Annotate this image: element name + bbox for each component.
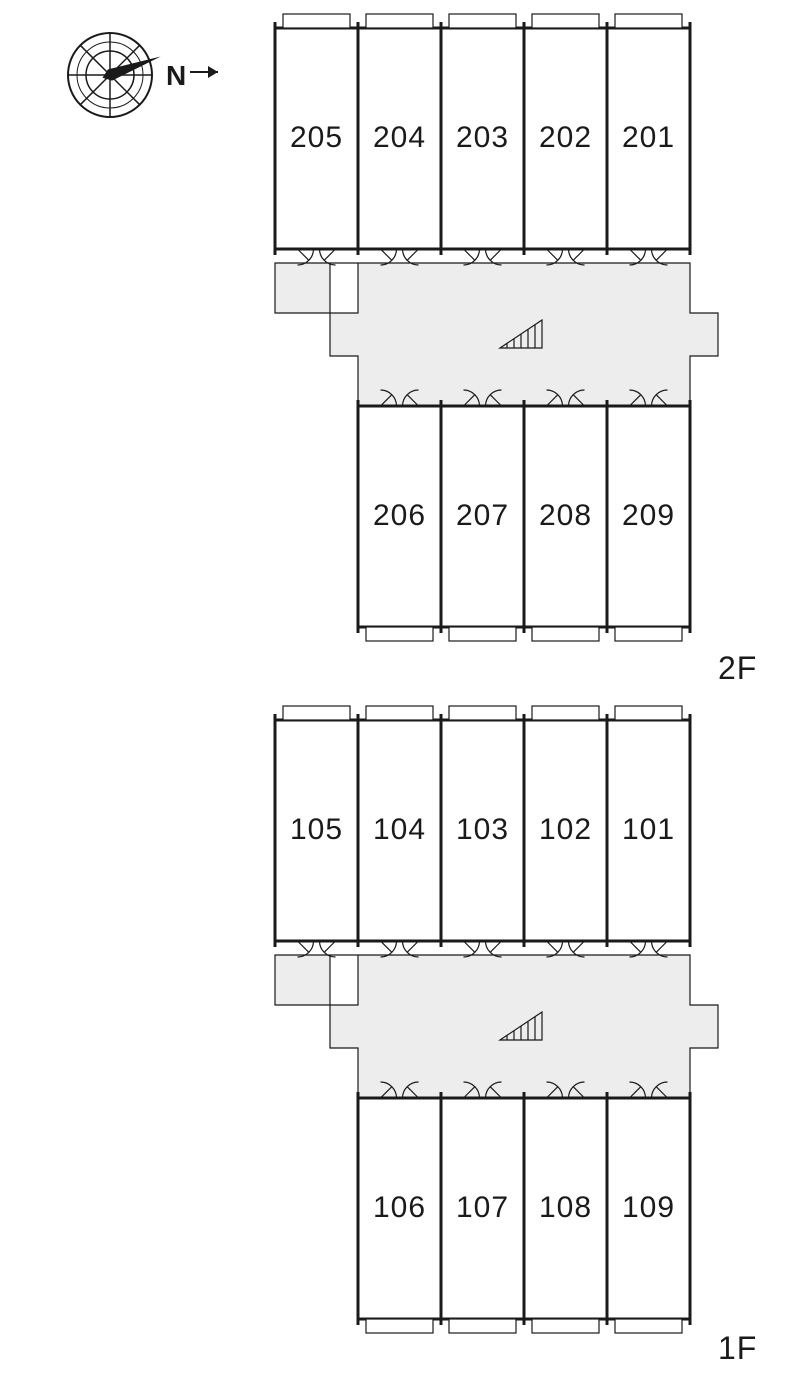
- unit-201: 201: [607, 121, 690, 155]
- floor-label-2f: 2F: [718, 650, 757, 687]
- unit-103: 103: [441, 813, 524, 847]
- unit-207: 207: [441, 499, 524, 533]
- unit-101: 101: [607, 813, 690, 847]
- unit-107: 107: [441, 1191, 524, 1225]
- unit-105: 105: [275, 813, 358, 847]
- floor-plan-canvas: N 2F 1F 205 204 203 202 201 206 207 208 …: [0, 0, 800, 1373]
- floor-label-1f: 1F: [718, 1330, 757, 1367]
- unit-203: 203: [441, 121, 524, 155]
- unit-102: 102: [524, 813, 607, 847]
- compass-n-label: N: [166, 60, 186, 92]
- unit-202: 202: [524, 121, 607, 155]
- unit-108: 108: [524, 1191, 607, 1225]
- unit-209: 209: [607, 499, 690, 533]
- unit-106: 106: [358, 1191, 441, 1225]
- unit-104: 104: [358, 813, 441, 847]
- unit-205: 205: [275, 121, 358, 155]
- unit-206: 206: [358, 499, 441, 533]
- unit-204: 204: [358, 121, 441, 155]
- floor-plan-svg: [0, 0, 800, 1373]
- unit-109: 109: [607, 1191, 690, 1225]
- unit-208: 208: [524, 499, 607, 533]
